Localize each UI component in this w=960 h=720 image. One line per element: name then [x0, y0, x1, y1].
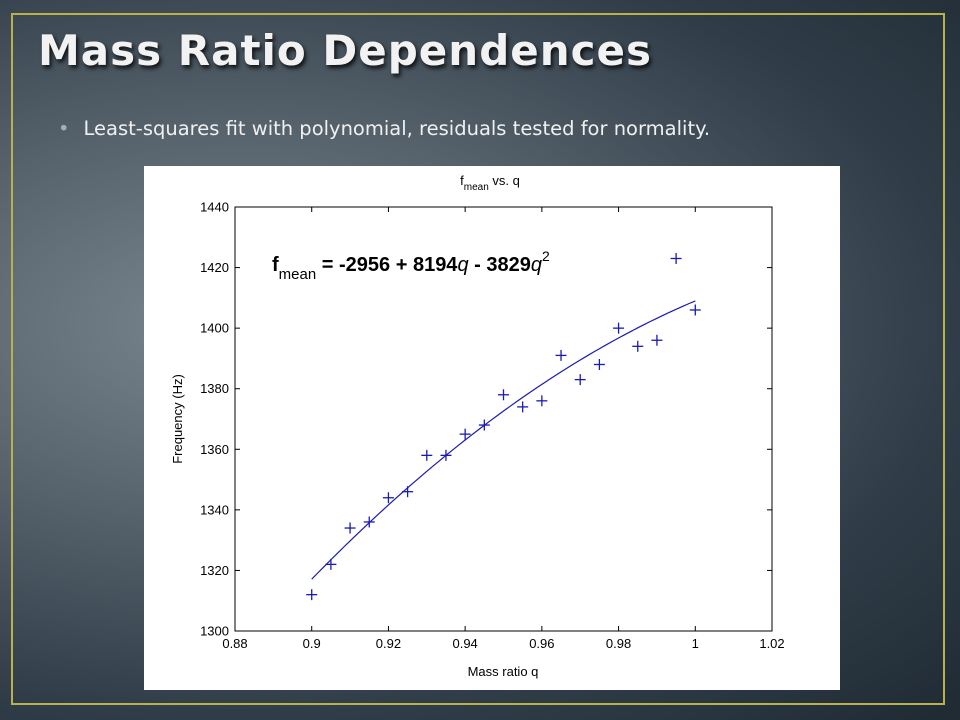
data-points [306, 252, 701, 601]
y-tick-label: 1320 [200, 563, 229, 578]
bullet-item: • Least-squares fit with polynomial, resi… [58, 117, 710, 140]
data-point [651, 334, 663, 346]
fit-curve [311, 300, 696, 580]
eq-lhs-main: f [272, 254, 279, 276]
plot-area [234, 206, 773, 632]
bullet-text: Least-squares fit with polynomial, resid… [83, 117, 711, 140]
y-tick-label: 1440 [200, 200, 229, 215]
equation-label: fmean = -2956 + 8194q - 3829q2 [272, 248, 550, 283]
eq-rhs-b: - 3829 [469, 254, 531, 276]
y-tick-label: 1300 [200, 624, 229, 639]
x-tick-label: 0.92 [376, 636, 401, 651]
eq-q1: q [457, 254, 468, 276]
eq-rhs-a: = -2956 + 8194 [316, 254, 458, 276]
data-point [421, 449, 433, 461]
data-point [363, 516, 375, 528]
data-point [670, 252, 682, 264]
eq-lhs-sub: mean [279, 266, 317, 283]
data-point [459, 428, 471, 440]
data-point [306, 589, 318, 601]
x-tick-label: 0.94 [452, 636, 477, 651]
y-tick-label: 1360 [200, 442, 229, 457]
chart-title-main: f [460, 173, 464, 188]
data-point [536, 395, 548, 407]
data-point [574, 374, 586, 386]
slide-title: Mass Ratio Dependences [38, 26, 653, 75]
y-tick-label: 1400 [200, 321, 229, 336]
data-point [689, 304, 701, 316]
y-tick-label: 1340 [200, 502, 229, 517]
chart-svg: fmean vs. q 0.88 0.9 0.92 0.94 0.96 0.98 1 1.02… [170, 173, 785, 679]
data-point [613, 322, 625, 334]
data-point [344, 522, 356, 534]
data-point [325, 558, 337, 570]
x-tick-label: 0.88 [222, 636, 247, 651]
x-axis-label: Mass ratio q [468, 664, 539, 679]
chart-title-rest: vs. q [489, 173, 520, 188]
data-point [402, 486, 414, 498]
chart-panel: fmean vs. q 0.88 0.9 0.92 0.94 0.96 0.98 1 1.02… [144, 166, 840, 690]
x-tick-label: 0.9 [303, 636, 321, 651]
axis-ticks: 0.88 0.9 0.92 0.94 0.96 0.98 1 1.02 1300 1320 1340… [200, 200, 785, 652]
data-point [382, 492, 394, 504]
bullet-dot-icon: • [58, 117, 70, 140]
x-tick-label: 0.98 [606, 636, 631, 651]
data-point [632, 340, 644, 352]
data-point [555, 349, 567, 361]
data-point [478, 419, 490, 431]
x-tick-label: 1 [692, 636, 699, 651]
chart-title: fmean vs. q [460, 173, 520, 193]
y-tick-label: 1420 [200, 260, 229, 275]
data-point [593, 358, 605, 370]
chart-title-sub: mean [464, 182, 489, 193]
fit-curve-group [311, 300, 696, 580]
data-point [517, 401, 529, 413]
slide-frame [11, 13, 945, 705]
data-point [440, 449, 452, 461]
eq-exp: 2 [542, 248, 550, 264]
x-tick-label: 0.96 [529, 636, 554, 651]
y-tick-label: 1380 [200, 381, 229, 396]
x-tick-label: 1.02 [759, 636, 784, 651]
data-point [498, 389, 509, 401]
y-axis-label: Frequency (Hz) [170, 374, 185, 464]
eq-q2: q [531, 254, 542, 276]
